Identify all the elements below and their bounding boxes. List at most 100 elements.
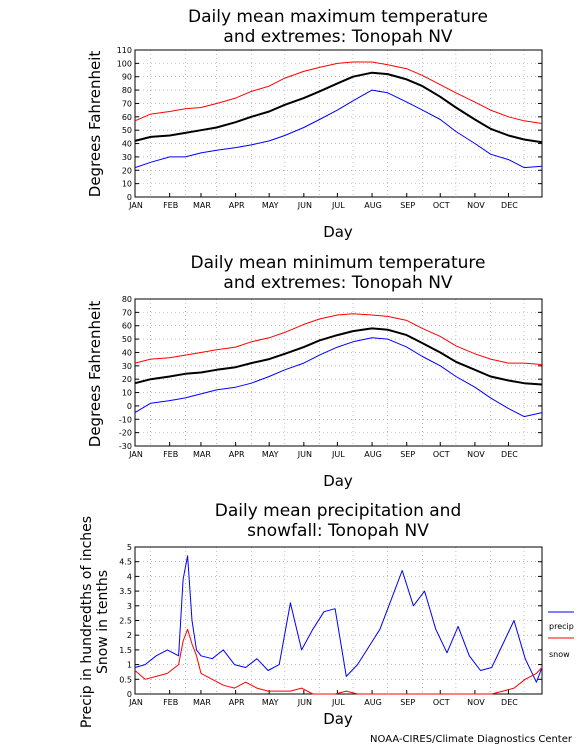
y-tick-label: 0: [127, 193, 132, 202]
chart1-xlabel: Day: [323, 223, 353, 241]
y-tick-label: 5: [127, 543, 132, 552]
x-tick-label: NOV: [467, 201, 485, 210]
x-tick-label: MAY: [262, 450, 279, 459]
chart-2: -30 -20 -10 0 10 20 30 40 50 60 70 80 JAN FEB MAR APR MA…: [119, 295, 543, 459]
y-tick-label: 60: [122, 322, 132, 331]
x-tick-label: AUG: [364, 450, 382, 459]
chart3-title-line1: Daily mean precipitation and: [215, 501, 462, 521]
y-tick-label: 0: [127, 402, 132, 411]
y-tick-label: 10: [122, 180, 132, 189]
chart1-ylabel: Degrees Fahrenheit: [86, 51, 104, 198]
chart2-title-line1: Daily mean minimum temperature: [191, 253, 486, 273]
y-tick-label: 1: [127, 661, 132, 670]
series-high-line: [134, 313, 543, 365]
y-tick-label: 20: [122, 375, 132, 384]
y-tick-label: 1.5: [119, 646, 132, 655]
y-tick-label: 3.5: [119, 587, 132, 596]
x-tick-label: SEP: [400, 698, 415, 707]
x-tick-label: JAN: [128, 698, 143, 707]
series-low-line: [134, 89, 543, 169]
series-mean-line: [134, 71, 543, 144]
y-tick-label: 70: [122, 99, 132, 108]
x-tick-label: JUL: [331, 450, 345, 459]
y-tick-label: 70: [122, 308, 132, 317]
x-tick-label: JUL: [331, 201, 345, 210]
chart3-title-line2: snowfall: Tonopah NV: [247, 521, 429, 541]
y-tick-label: 20: [122, 166, 132, 175]
chart2-xlabel: Day: [323, 472, 353, 490]
x-tick-label: DEC: [501, 698, 518, 707]
y-tick-label: -20: [119, 429, 132, 438]
chart3-xlabel: Day: [323, 710, 353, 728]
series-snow-line: [134, 628, 543, 695]
x-tick-label: APR: [229, 698, 245, 707]
chart1-title-line2: and extremes: Tonopah NV: [223, 27, 453, 47]
chart2-ylabel: Degrees Fahrenheit: [86, 301, 104, 448]
x-tick-label: JUN: [297, 450, 312, 459]
x-tick-label: FEB: [163, 450, 178, 459]
x-tick-label: AUG: [364, 698, 382, 707]
x-tick-label: OCT: [433, 698, 450, 707]
chart3-ylabel-line2: Snow in tenths: [95, 570, 111, 674]
x-tick-label: MAR: [193, 698, 211, 707]
x-tick-label: MAR: [193, 450, 211, 459]
y-tick-label: 50: [122, 126, 132, 135]
x-tick-label: JAN: [128, 450, 143, 459]
x-tick-label: DEC: [501, 201, 518, 210]
y-tick-label: -10: [119, 415, 132, 424]
y-tick-label: -30: [119, 442, 132, 451]
y-tick-label: 2: [127, 631, 132, 640]
y-tick-label: 30: [122, 362, 132, 371]
y-tick-label: 50: [122, 335, 132, 344]
x-tick-label: MAY: [262, 201, 279, 210]
x-tick-label: OCT: [433, 450, 450, 459]
x-tick-label: JUN: [297, 698, 312, 707]
plot-frame: [134, 546, 543, 695]
x-tick-label: APR: [229, 201, 245, 210]
x-tick-label: FEB: [163, 201, 178, 210]
y-tick-label: 60: [122, 113, 132, 122]
x-tick-label: SEP: [400, 450, 415, 459]
series-low-line: [134, 337, 543, 418]
chart3-ylabel-line1: Precip in hundredths of inches: [79, 516, 95, 728]
x-tick-label: APR: [229, 450, 245, 459]
chart1-title-line1: Daily mean maximum temperature: [188, 7, 488, 27]
plot-frame: [134, 298, 543, 447]
y-tick-label: 90: [122, 73, 132, 82]
credit-text: NOAA-CIRES/Climate Diagnostics Center: [370, 734, 573, 745]
x-tick-label: FEB: [163, 698, 178, 707]
legend-precip-label: precip: [549, 622, 574, 631]
series-precip-line: [134, 555, 543, 683]
x-tick-label: DEC: [501, 450, 518, 459]
x-tick-label: MAR: [193, 201, 211, 210]
x-tick-label: JAN: [128, 201, 143, 210]
y-tick-label: 2.5: [119, 617, 132, 626]
chart2-title-line2: and extremes: Tonopah NV: [223, 273, 453, 293]
x-tick-label: NOV: [467, 698, 485, 707]
y-tick-label: 30: [122, 153, 132, 162]
chart-1: 0 10 20 30 40 50 60 70 80 90 100 110 JAN FEB MAR APR MAY…: [117, 46, 543, 210]
chart-3: 0 0.5 1 1.5 2 2.5 3 3.5 4 4.5 5 JAN FEB MAR APR MAY JUN J…: [119, 543, 543, 707]
x-tick-label: JUL: [331, 698, 345, 707]
series-mean-line: [134, 327, 543, 386]
y-tick-label: 4: [127, 572, 132, 581]
x-tick-label: NOV: [467, 450, 485, 459]
y-tick-label: 40: [122, 348, 132, 357]
y-tick-label: 0: [127, 690, 132, 699]
y-tick-label: 100: [117, 59, 132, 68]
y-tick-label: 40: [122, 140, 132, 149]
legend-snow-label: snow: [549, 650, 570, 659]
y-tick-label: 4.5: [119, 558, 132, 567]
y-tick-label: 10: [122, 389, 132, 398]
x-tick-label: AUG: [364, 201, 382, 210]
x-tick-label: JUN: [297, 201, 312, 210]
y-tick-label: 110: [117, 46, 132, 55]
series-high-line: [134, 61, 543, 124]
y-tick-label: 0.5: [119, 675, 132, 684]
x-tick-label: MAY: [262, 698, 279, 707]
y-tick-label: 3: [127, 602, 132, 611]
x-tick-label: OCT: [433, 201, 450, 210]
y-tick-label: 80: [122, 295, 132, 304]
y-tick-label: 80: [122, 86, 132, 95]
